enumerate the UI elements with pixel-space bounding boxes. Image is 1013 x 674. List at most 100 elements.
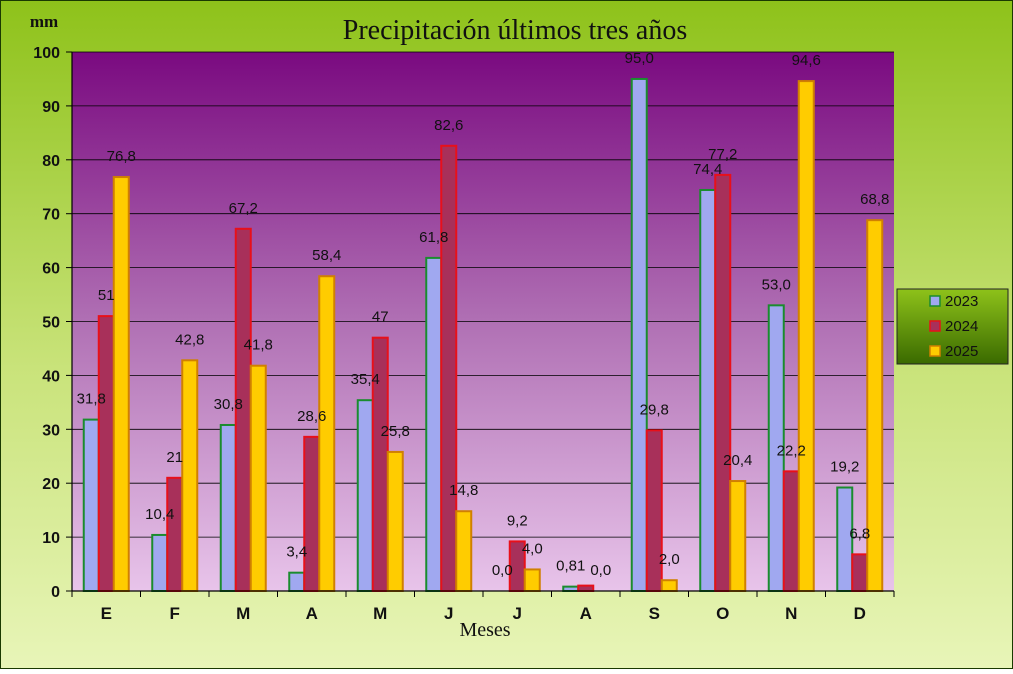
legend-swatch-2024 — [929, 320, 941, 332]
bar-2025 — [455, 510, 473, 592]
bar-2025 — [386, 450, 404, 592]
bar-2024 — [577, 584, 595, 592]
x-tick-label: A — [580, 604, 592, 623]
data-label-2025: 2,0 — [659, 551, 680, 568]
data-label-2024: 47 — [372, 309, 389, 326]
data-label-2025: 0,0 — [590, 562, 611, 579]
bar-2024 — [97, 315, 115, 592]
y-axis: 0 10 20 30 40 50 60 70 80 90 100 — [33, 45, 73, 601]
data-label-2025: 4,0 — [522, 540, 543, 557]
bar-2024 — [440, 144, 458, 592]
bar-2025 — [523, 568, 541, 593]
bar-2024 — [782, 470, 800, 593]
bar-2023 — [425, 256, 443, 592]
data-label-2024: 29,8 — [640, 401, 669, 418]
data-label-2023: 95,0 — [625, 50, 654, 67]
data-label-2023: 31,8 — [77, 391, 106, 408]
y-tick-label: 40 — [42, 368, 60, 385]
data-label-2024: 22,2 — [777, 442, 806, 459]
bar-2025 — [249, 364, 267, 592]
bar-2025 — [660, 579, 678, 592]
bar-2023 — [151, 533, 169, 592]
bar-2025 — [112, 176, 130, 592]
data-label-2023: 61,8 — [419, 229, 448, 246]
data-label-2023: 30,8 — [214, 396, 243, 413]
x-tick-label: O — [716, 604, 729, 623]
y-tick-label: 0 — [51, 584, 60, 601]
x-tick-label: J — [444, 604, 453, 623]
data-label-2024: 77,2 — [708, 146, 737, 163]
data-label-2025: 25,8 — [381, 423, 410, 440]
x-tick-label: J — [513, 604, 522, 623]
x-axis-title: Meses — [459, 619, 510, 641]
y-tick-label: 70 — [42, 207, 60, 224]
legend-label-2025: 2025 — [945, 343, 978, 360]
data-label-2023: 0,0 — [492, 562, 513, 579]
bar-2023 — [82, 418, 100, 592]
bar-2025 — [181, 359, 199, 593]
data-label-2025: 14,8 — [449, 482, 478, 499]
x-tick-label: A — [306, 604, 318, 623]
x-tick-label: N — [785, 604, 797, 623]
data-label-2023: 35,4 — [351, 371, 380, 388]
y-tick-label: 20 — [42, 476, 60, 493]
x-tick-label: M — [236, 604, 250, 623]
bar-2024 — [303, 435, 321, 593]
data-label-2025: 41,8 — [244, 337, 273, 354]
bar-2025 — [318, 275, 336, 592]
data-label-2025: 76,8 — [107, 148, 136, 165]
bar-2025 — [797, 80, 815, 593]
chart-title: Precipitación últimos tres años — [343, 15, 688, 46]
data-label-2025: 68,8 — [860, 191, 889, 208]
bars — [82, 77, 884, 593]
bar-2025 — [729, 480, 747, 593]
y-tick-label: 10 — [42, 530, 60, 547]
y-axis-unit: mm — [30, 12, 58, 31]
gridlines — [72, 51, 894, 538]
data-label-2024: 82,6 — [434, 117, 463, 134]
x-tick-label: D — [854, 604, 866, 623]
legend-swatch-2025 — [929, 345, 941, 357]
data-labels: 31,8 10,4 30,8 3,4 35,4 61,8 0,0 0,81 95,0 74,4 53… — [77, 50, 890, 579]
bar-2023 — [288, 571, 306, 593]
bar-2024 — [714, 173, 732, 592]
y-tick-label: 100 — [33, 45, 60, 62]
data-label-2023: 74,4 — [693, 161, 722, 178]
x-tick-label: E — [101, 604, 112, 623]
data-label-2025: 58,4 — [312, 247, 341, 264]
bar-2023 — [356, 399, 374, 592]
y-tick-label: 30 — [42, 422, 60, 439]
data-label-2024: 21 — [166, 449, 183, 466]
data-label-2025: 20,4 — [723, 452, 752, 469]
bar-2023 — [562, 585, 580, 592]
data-label-2024: 67,2 — [229, 200, 258, 217]
data-label-2023: 3,4 — [286, 544, 307, 561]
data-label-2025: 94,6 — [792, 52, 821, 69]
y-tick-label: 80 — [42, 153, 60, 170]
y-tick-label: 60 — [42, 261, 60, 278]
x-tick-label: F — [170, 604, 180, 623]
bar-2023 — [630, 77, 648, 592]
bar-2024 — [166, 476, 184, 592]
data-label-2024: 51 — [98, 287, 115, 304]
legend-swatch-2023 — [929, 295, 941, 307]
y-tick-label: 90 — [42, 99, 60, 116]
data-label-2023: 10,4 — [145, 506, 174, 523]
data-label-2024: 6,8 — [849, 525, 870, 542]
legend: 2023 2024 2025 — [896, 288, 1009, 365]
legend-label-2023: 2023 — [945, 293, 978, 310]
data-label-2023: 0,81 — [556, 558, 585, 575]
legend-box — [896, 288, 1009, 365]
bar-2024 — [851, 553, 869, 593]
data-label-2023: 53,0 — [762, 276, 791, 293]
x-tick-label: M — [373, 604, 387, 623]
y-tick-label: 50 — [42, 315, 60, 332]
legend-label-2024: 2024 — [945, 318, 978, 335]
data-label-2024: 28,6 — [297, 408, 326, 425]
bar-2023 — [699, 188, 717, 592]
data-label-2025: 42,8 — [175, 331, 204, 348]
bar-2023 — [219, 423, 237, 592]
